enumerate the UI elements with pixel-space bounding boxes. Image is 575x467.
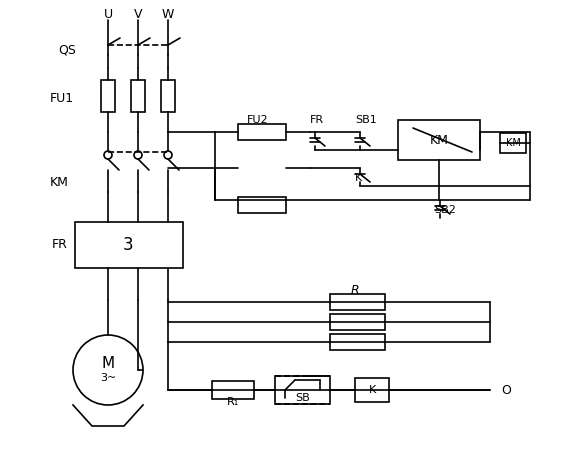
Bar bbox=[500, 133, 526, 153]
Text: R₁: R₁ bbox=[227, 397, 239, 407]
Text: K: K bbox=[369, 385, 375, 395]
Text: V: V bbox=[134, 7, 142, 21]
Bar bbox=[101, 80, 115, 112]
Circle shape bbox=[104, 151, 112, 159]
Bar bbox=[238, 124, 286, 140]
Bar bbox=[131, 80, 145, 112]
Text: FR: FR bbox=[310, 115, 324, 125]
Text: SB2: SB2 bbox=[434, 205, 456, 215]
Text: 3~: 3~ bbox=[100, 373, 116, 383]
Bar bbox=[355, 378, 389, 402]
Text: O: O bbox=[501, 383, 511, 396]
Circle shape bbox=[164, 151, 172, 159]
Bar bbox=[275, 376, 330, 404]
Text: U: U bbox=[104, 7, 113, 21]
Bar bbox=[161, 80, 175, 112]
Text: FR: FR bbox=[52, 239, 68, 252]
Bar bbox=[212, 381, 254, 399]
Text: QS: QS bbox=[58, 43, 76, 57]
Text: 3: 3 bbox=[122, 236, 133, 254]
Text: FU2: FU2 bbox=[247, 115, 269, 125]
Bar bbox=[330, 294, 385, 310]
Text: FU1: FU1 bbox=[50, 92, 74, 105]
Text: KM: KM bbox=[50, 177, 69, 190]
Text: KM: KM bbox=[430, 134, 448, 147]
Text: M: M bbox=[101, 356, 114, 372]
Text: SB1: SB1 bbox=[355, 115, 377, 125]
Bar bbox=[398, 120, 480, 160]
Bar bbox=[238, 197, 286, 213]
Bar bbox=[75, 222, 183, 268]
Bar bbox=[330, 314, 385, 330]
Bar bbox=[330, 334, 385, 350]
Text: W: W bbox=[162, 7, 174, 21]
Text: K: K bbox=[355, 173, 362, 183]
Text: SB: SB bbox=[296, 393, 310, 403]
Text: KM: KM bbox=[505, 138, 520, 148]
Circle shape bbox=[134, 151, 142, 159]
Circle shape bbox=[73, 335, 143, 405]
Text: R: R bbox=[351, 283, 359, 297]
